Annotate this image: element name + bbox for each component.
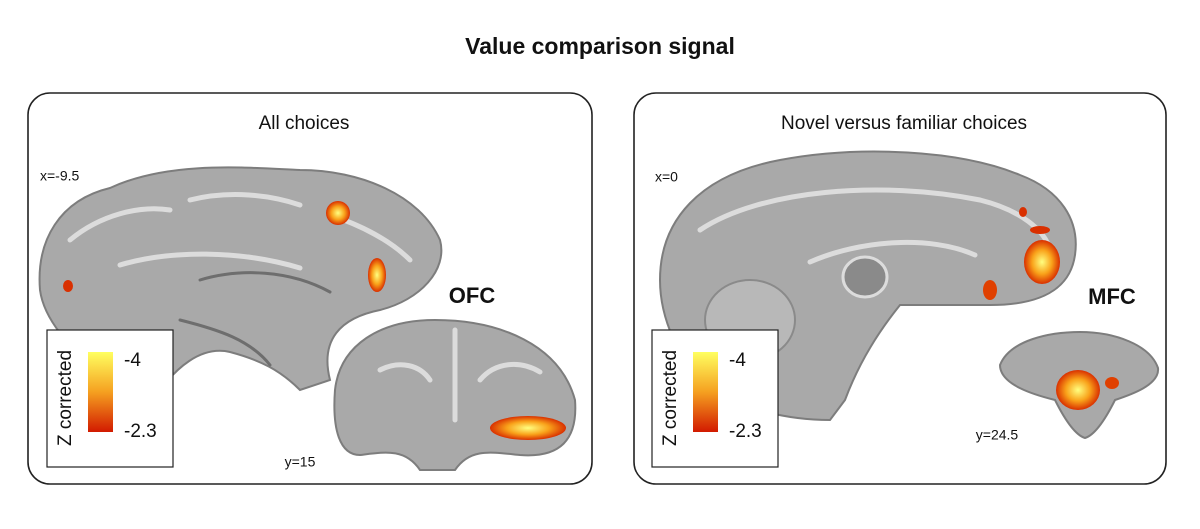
- colorbar-tick: -4: [729, 350, 746, 371]
- region-label: OFC: [449, 283, 496, 308]
- activation: [326, 201, 350, 225]
- colorbar-tick: -2.3: [124, 421, 157, 442]
- colorbar-label: Z corrected: [55, 350, 76, 446]
- activation: [368, 258, 386, 292]
- slice-label: x=-9.5: [40, 168, 80, 184]
- figure-title: Value comparison signal: [465, 33, 735, 59]
- colorbar-tick: -4: [124, 350, 141, 371]
- brainstem-structure: [841, 255, 889, 299]
- activation: [1030, 226, 1050, 234]
- colorbar-gradient: [88, 352, 113, 432]
- panel: Novel versus familiar choices x=0 MFC y=…: [633, 92, 1167, 485]
- colorbar-tick: -2.3: [729, 421, 762, 442]
- colorbar: Z corrected -4 -2.3: [651, 329, 779, 468]
- activation: [1105, 377, 1119, 389]
- panel: All choices x=-9.5 OFC y=15 Z corrected …: [27, 92, 593, 485]
- colorbar: Z corrected -4 -2.3: [46, 329, 174, 468]
- activation: [983, 280, 997, 300]
- panel-title: All choices: [259, 113, 350, 134]
- slice-label: x=0: [655, 169, 678, 185]
- activation: [63, 280, 73, 292]
- activation: [1056, 370, 1100, 410]
- activation: [1019, 207, 1027, 217]
- region-label: MFC: [1088, 284, 1136, 309]
- slice-label: y=24.5: [976, 427, 1019, 443]
- colorbar-gradient: [693, 352, 718, 432]
- panel-title: Novel versus familiar choices: [781, 113, 1027, 134]
- slice-label: y=15: [285, 454, 316, 470]
- activation: [490, 416, 566, 440]
- colorbar-label: Z corrected: [660, 350, 681, 446]
- activation: [1024, 240, 1060, 284]
